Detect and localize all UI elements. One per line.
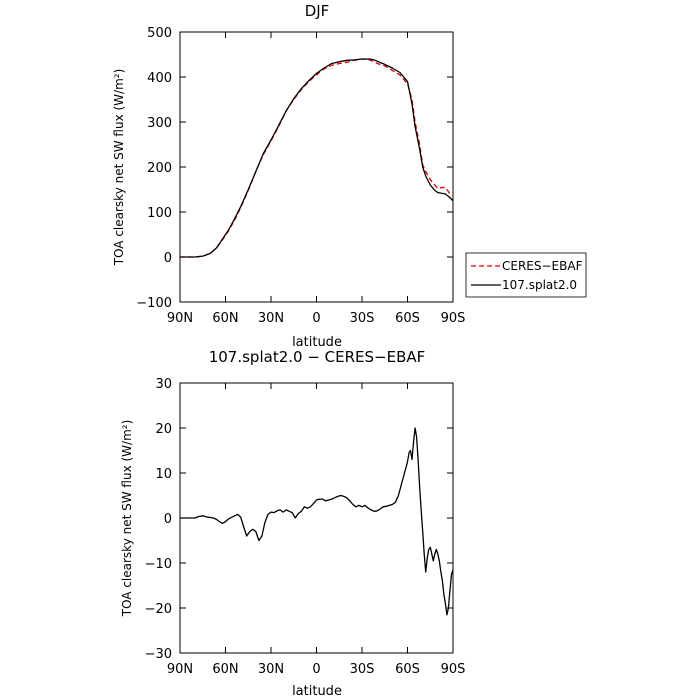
x-tick-label: 30N: [258, 311, 284, 326]
legend-box: [465, 252, 587, 298]
y-tick-label: 30: [155, 377, 172, 392]
y-tick-label: 200: [147, 161, 172, 176]
series-line-0: [180, 58, 454, 258]
y-tick-label: 300: [147, 116, 172, 131]
x-tick-label: 90N: [167, 662, 193, 677]
bottom-chart: 107.splat2.0 − CERES−EBAF 90N 60N 30N 0 30S 6…: [120, 348, 465, 699]
plot-lines: [180, 427, 454, 616]
y-tick-label: −100: [136, 296, 172, 311]
chart-title: DJF: [305, 2, 330, 20]
series-line-1: [180, 58, 454, 258]
y-tick-label: 20: [155, 422, 172, 437]
y-tick-label: 400: [147, 71, 172, 86]
series-line-0: [180, 427, 454, 616]
top-chart: DJF 90N 60N 30N 0 30S 60S 90S −100 0 100 200 300 40…: [112, 2, 587, 350]
y-axis: −100 0 100 200 300 400 500: [136, 26, 453, 311]
x-axis-label: latitude: [292, 335, 342, 350]
x-tick-label: 90S: [441, 311, 466, 326]
y-tick-label: −30: [145, 647, 172, 662]
plot-frame: [179, 31, 454, 303]
legend: CERES−EBAF 107.splat2.0: [465, 252, 587, 298]
y-axis-label: TOA clearsky net SW flux (W/m²): [120, 420, 134, 618]
x-tick-label: 60S: [395, 662, 420, 677]
x-tick-label: 90S: [441, 662, 466, 677]
x-tick-label: 90N: [167, 311, 193, 326]
y-tick-label: 100: [147, 206, 172, 221]
chart-title: 107.splat2.0 − CERES−EBAF: [209, 348, 426, 366]
x-axis-label: latitude: [292, 684, 342, 699]
y-tick-label: 0: [164, 512, 172, 527]
y-tick-label: −20: [145, 602, 172, 617]
x-tick-label: 60N: [212, 311, 238, 326]
legend-label-ceres: CERES−EBAF: [502, 259, 583, 273]
x-tick-label: 0: [312, 662, 320, 677]
x-tick-label: 30S: [350, 662, 375, 677]
y-axis: −30 −20 −10 0 10 20 30: [145, 377, 453, 662]
y-tick-label: 0: [164, 251, 172, 266]
x-tick-label: 30S: [350, 311, 375, 326]
y-axis-label: TOA clearsky net SW flux (W/m²): [112, 69, 126, 267]
y-tick-label: 10: [155, 467, 172, 482]
x-tick-label: 60N: [212, 662, 238, 677]
y-tick-label: 500: [147, 26, 172, 41]
y-tick-label: −10: [145, 557, 172, 572]
x-axis: 90N 60N 30N 0 30S 60S 90S: [167, 383, 466, 677]
legend-label-model: 107.splat2.0: [502, 278, 577, 292]
plot-lines: [180, 58, 454, 258]
x-tick-label: 0: [312, 311, 320, 326]
x-axis: 90N 60N 30N 0 30S 60S 90S: [167, 32, 466, 326]
plot-frame: [179, 382, 454, 654]
x-tick-label: 60S: [395, 311, 420, 326]
x-tick-label: 30N: [258, 662, 284, 677]
